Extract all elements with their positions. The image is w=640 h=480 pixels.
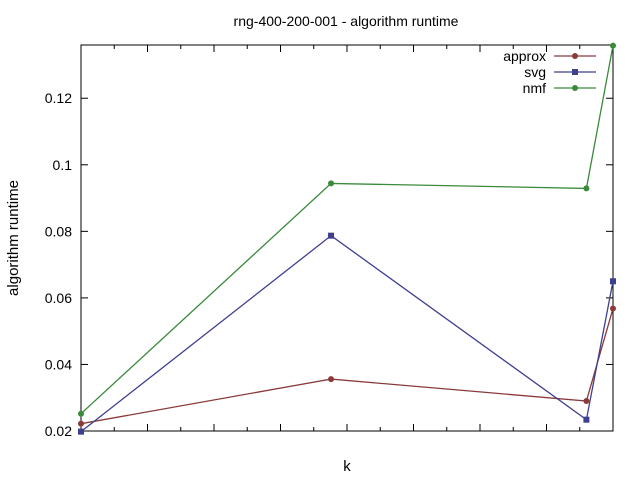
legend-marker-approx — [572, 53, 578, 59]
y-tick-label: 0.1 — [53, 157, 73, 173]
point-nmf — [583, 185, 590, 192]
point-nmf — [328, 180, 335, 187]
series-line-approx — [80, 308, 614, 425]
point-approx — [610, 305, 616, 312]
legend-marker-nmf — [572, 85, 578, 91]
y-tick-label: 0.08 — [45, 223, 72, 239]
y-tick-label: 0.02 — [45, 423, 72, 439]
series-line-svg — [80, 234, 614, 433]
y-tick-label: 0.12 — [45, 90, 72, 106]
legend-label-svg: svg — [524, 64, 546, 80]
point-approx — [78, 420, 84, 427]
point-nmf — [78, 410, 84, 417]
legend-label-approx: approx — [503, 48, 546, 64]
x-axis-title: k — [343, 458, 351, 475]
series-line-nmf — [80, 45, 614, 415]
series-layer — [78, 42, 616, 435]
y-axis-title: algorithm runtime — [5, 180, 22, 296]
y-axis-ticks: 0.02 0.04 0.06 0.08 0.1 0.12 — [45, 90, 613, 439]
y-tick-label: 0.04 — [45, 356, 72, 372]
point-approx — [328, 376, 335, 383]
point-svg — [78, 428, 84, 435]
point-nmf — [610, 42, 616, 49]
point-svg — [610, 278, 616, 285]
point-svg — [583, 416, 590, 423]
point-approx — [583, 398, 590, 405]
plot-frame — [80, 44, 614, 432]
legend-label-nmf: nmf — [523, 80, 546, 96]
legend-marker-svg — [572, 69, 578, 75]
y-tick-label: 0.06 — [45, 290, 72, 306]
chart-title: rng-400-200-001 - algorithm runtime — [234, 13, 459, 29]
point-svg — [328, 232, 335, 239]
x-axis-ticks — [113, 45, 581, 431]
